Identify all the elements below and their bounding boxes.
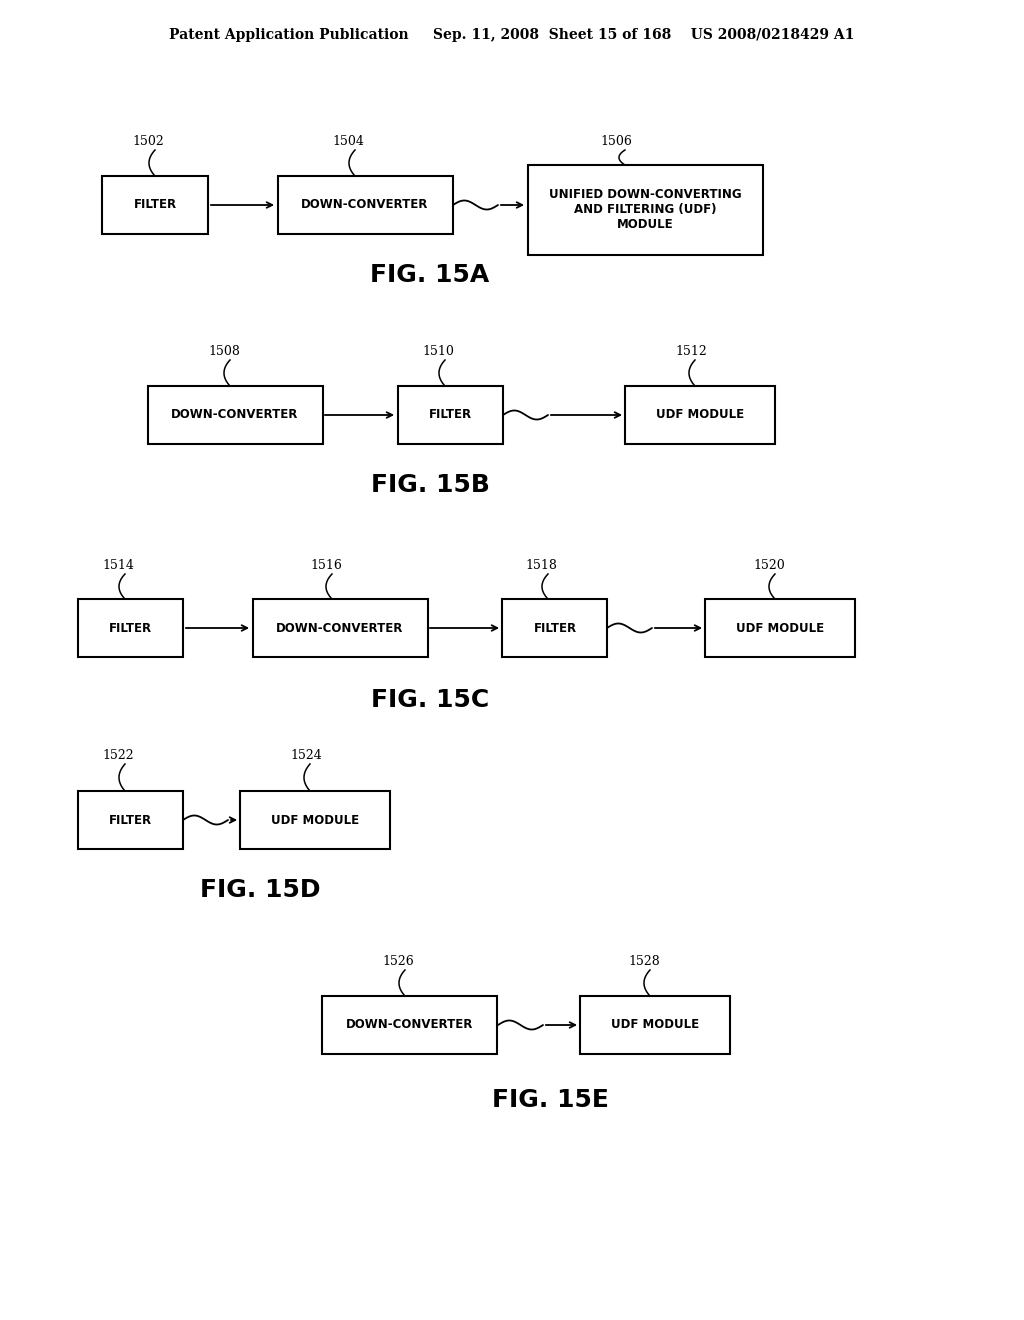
FancyBboxPatch shape <box>278 176 453 234</box>
FancyBboxPatch shape <box>240 791 390 849</box>
FancyBboxPatch shape <box>503 599 607 657</box>
Text: FILTER: FILTER <box>109 813 152 826</box>
Text: FIG. 15E: FIG. 15E <box>492 1088 608 1111</box>
Text: 1506: 1506 <box>600 135 632 148</box>
Text: DOWN-CONVERTER: DOWN-CONVERTER <box>276 622 403 635</box>
Text: 1514: 1514 <box>102 558 134 572</box>
Text: UDF MODULE: UDF MODULE <box>736 622 824 635</box>
Text: UDF MODULE: UDF MODULE <box>611 1019 699 1031</box>
Text: 1522: 1522 <box>102 748 133 762</box>
Text: FILTER: FILTER <box>109 622 152 635</box>
FancyBboxPatch shape <box>527 165 763 255</box>
Text: UDF MODULE: UDF MODULE <box>271 813 359 826</box>
Text: 1504: 1504 <box>332 135 364 148</box>
FancyBboxPatch shape <box>147 385 323 444</box>
FancyBboxPatch shape <box>580 997 730 1053</box>
FancyBboxPatch shape <box>705 599 855 657</box>
Text: 1520: 1520 <box>753 558 784 572</box>
Text: FILTER: FILTER <box>133 198 176 211</box>
Text: UDF MODULE: UDF MODULE <box>656 408 744 421</box>
Text: 1526: 1526 <box>382 954 414 968</box>
Text: FIG. 15C: FIG. 15C <box>371 688 489 711</box>
Text: 1528: 1528 <box>628 954 659 968</box>
Text: 1510: 1510 <box>422 345 454 358</box>
Text: UNIFIED DOWN-CONVERTING
AND FILTERING (UDF)
MODULE: UNIFIED DOWN-CONVERTING AND FILTERING (U… <box>549 189 741 231</box>
FancyBboxPatch shape <box>102 176 208 234</box>
Text: DOWN-CONVERTER: DOWN-CONVERTER <box>171 408 299 421</box>
Text: 1502: 1502 <box>132 135 164 148</box>
Text: 1518: 1518 <box>525 558 557 572</box>
Text: FIG. 15A: FIG. 15A <box>371 263 489 286</box>
FancyBboxPatch shape <box>253 599 427 657</box>
FancyBboxPatch shape <box>323 997 498 1053</box>
FancyBboxPatch shape <box>625 385 775 444</box>
Text: FILTER: FILTER <box>534 622 577 635</box>
Text: 1516: 1516 <box>310 558 342 572</box>
Text: FIG. 15D: FIG. 15D <box>200 878 321 902</box>
Text: FIG. 15B: FIG. 15B <box>371 473 489 498</box>
Text: 1524: 1524 <box>290 748 322 762</box>
Text: FILTER: FILTER <box>428 408 472 421</box>
Text: Patent Application Publication     Sep. 11, 2008  Sheet 15 of 168    US 2008/021: Patent Application Publication Sep. 11, … <box>169 28 855 42</box>
Text: 1508: 1508 <box>208 345 240 358</box>
Text: 1512: 1512 <box>675 345 707 358</box>
FancyBboxPatch shape <box>78 599 182 657</box>
Text: DOWN-CONVERTER: DOWN-CONVERTER <box>301 198 429 211</box>
FancyBboxPatch shape <box>397 385 503 444</box>
FancyBboxPatch shape <box>78 791 182 849</box>
Text: DOWN-CONVERTER: DOWN-CONVERTER <box>346 1019 474 1031</box>
